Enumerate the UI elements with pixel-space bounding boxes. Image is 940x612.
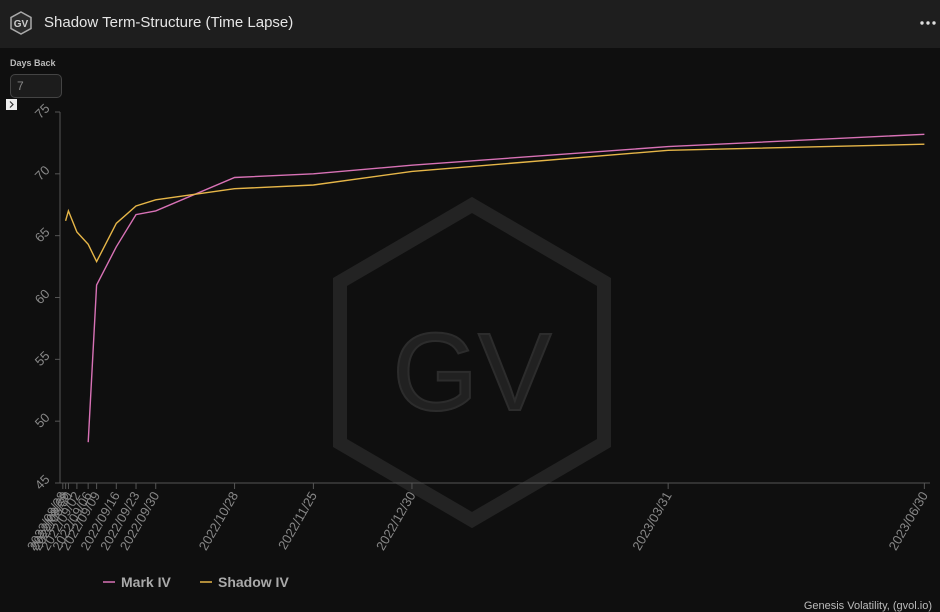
- expand-button[interactable]: [6, 99, 17, 110]
- days-back-input[interactable]: 7: [10, 74, 62, 98]
- dot: [920, 21, 924, 25]
- dot: [926, 21, 930, 25]
- y-tick-label: 70: [32, 163, 53, 184]
- x-tick-label: 2022/11/25: [275, 489, 320, 552]
- y-tick-label: 65: [32, 224, 53, 245]
- legend-label: Shadow IV: [218, 574, 289, 590]
- watermark: GV: [333, 196, 611, 529]
- dot: [932, 21, 936, 25]
- watermark-text: GV: [393, 311, 552, 434]
- y-tick-label: 55: [32, 348, 53, 369]
- y-tick-label: 60: [32, 286, 53, 307]
- header: GV Shadow Term-Structure (Time Lapse): [0, 0, 940, 48]
- days-back-label: Days Back: [10, 58, 56, 68]
- logo-hex: [10, 11, 32, 35]
- menu[interactable]: [920, 20, 936, 26]
- legend-label: Mark IV: [121, 574, 171, 590]
- y-tick-label: 45: [32, 472, 53, 493]
- x-tick-label: 2022/12/30: [373, 489, 419, 553]
- chevron: [9, 101, 14, 108]
- y-tick-label: 50: [32, 410, 53, 431]
- watermark-hex: [333, 196, 611, 529]
- series-line: [64, 143, 925, 264]
- y-tick-label: 75: [32, 101, 53, 122]
- logo-text: GV: [14, 19, 29, 30]
- footer: Genesis Volatility, (gvol.io): [803, 600, 932, 612]
- x-tick-label: 2023/06/30: [885, 489, 931, 553]
- x-tick-label: 2022/10/28: [196, 489, 242, 553]
- title: Shadow Term-Structure (Time Lapse): [44, 14, 294, 31]
- logo: GV: [10, 11, 32, 35]
- x-tick-label: 2023/03/31: [629, 489, 675, 553]
